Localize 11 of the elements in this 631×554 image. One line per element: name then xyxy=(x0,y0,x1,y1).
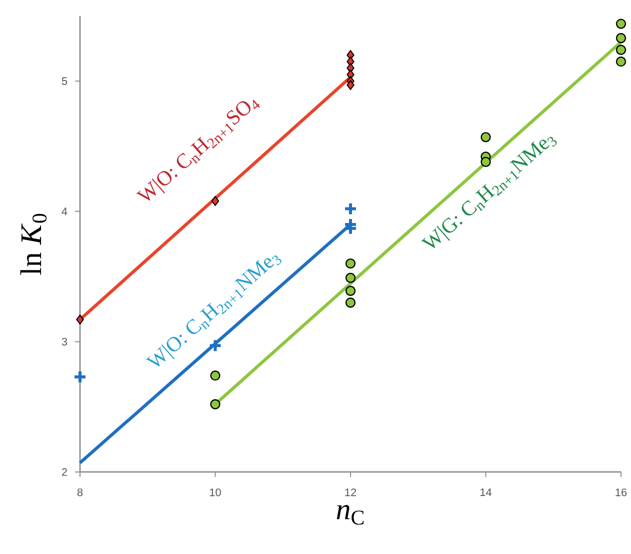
x-axis-title: n$_{C}$ xyxy=(336,505,364,525)
x-tick-label: 8 xyxy=(77,488,83,496)
y-axis-title: ln K$_{0}$ xyxy=(20,214,47,275)
x-tick-label: 16 xyxy=(616,488,627,496)
y-tick-label: 4 xyxy=(62,208,68,216)
y-tick-label: 2 xyxy=(62,468,67,476)
y-tick-label: 5 xyxy=(62,77,68,85)
x-tick-label: 14 xyxy=(480,488,492,496)
x-tick-label: 12 xyxy=(345,488,356,496)
y-tick-label: 3 xyxy=(62,338,68,346)
x-tick-label: 10 xyxy=(210,488,221,496)
